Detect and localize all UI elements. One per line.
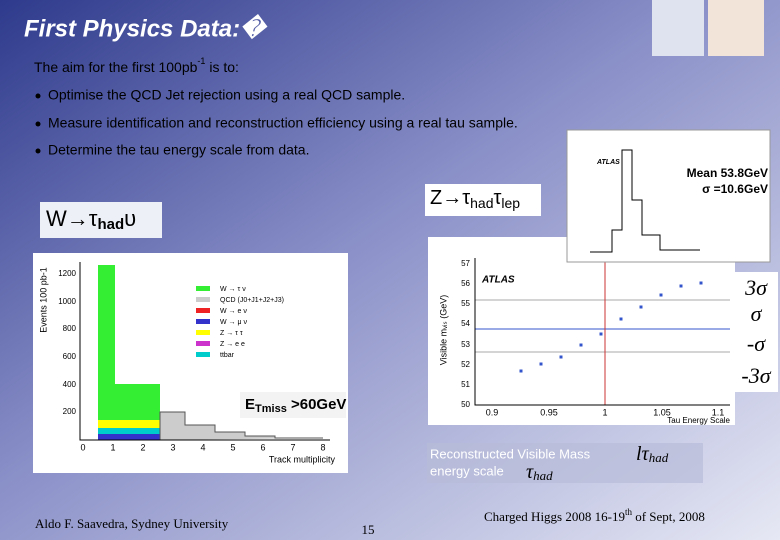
bullet: [35, 148, 41, 154]
footer-event: Charged Higgs 2008 16-19th of Sept, 2008: [484, 507, 705, 524]
bullet: [35, 93, 41, 99]
y-tick-label: 56: [461, 279, 470, 288]
y-tick-label: 55: [461, 299, 470, 308]
legend-entry: Z → τ τ: [220, 330, 243, 337]
y-tick-label: 52: [461, 360, 470, 369]
legend-entry: W → τ ν: [220, 286, 246, 293]
stat: σ =10.6GeV: [702, 182, 768, 196]
stat: Mean 53.8GeV: [687, 166, 768, 180]
mass-plot: Visible mᵥᵢₛ (GeV) ATLAS 57 56 55 54 53 …: [428, 237, 735, 425]
x-axis-label: Tau Energy Scale: [667, 416, 730, 425]
y-tick-label: 1200: [58, 269, 76, 278]
panel: [566, 129, 771, 263]
legend-swatch: [196, 341, 210, 346]
y-tick-label: 400: [63, 380, 77, 389]
label-box: [40, 202, 162, 238]
legend-entry: W → e ν: [220, 308, 247, 315]
points: [519, 281, 703, 373]
legend-swatch: [196, 297, 210, 302]
logo: [708, 0, 764, 56]
inset: ATLAS Mean 53.8GeV σ =10.6GeV: [566, 129, 771, 263]
bar: [159, 411, 323, 440]
footer-author: Aldo F. Saavedra, Sydney University: [35, 516, 229, 531]
math: lτhad: [636, 443, 669, 465]
legend-entry: W → μ ν: [220, 319, 247, 326]
page-number: 15: [362, 522, 375, 537]
x-tick-label: 0.9: [486, 407, 499, 417]
bullet-list: Optimise the QCD Jet rejection using a r…: [35, 87, 518, 158]
caption-box: [427, 443, 703, 483]
y-axis-label: Events 100 pb-1: [38, 267, 48, 333]
x-tick-label: 1.05: [653, 407, 671, 417]
legend-entry: ttbar: [220, 352, 235, 359]
x-tick-label: 1.1: [712, 407, 725, 417]
axis: [79, 262, 330, 441]
caption: Reconstructed Visible Mass: [430, 446, 591, 461]
panel: [428, 237, 735, 425]
legend-swatch: [196, 319, 210, 324]
y-axis-label: Visible mᵥᵢₛ (GeV): [438, 295, 448, 366]
x-tick-label: 4: [200, 442, 205, 452]
x-tick-label: 1: [602, 407, 607, 417]
intro: The aim for the first 100pb-1 is to:: [34, 56, 239, 74]
bullet-text: Measure identification and reconstructio…: [48, 115, 518, 131]
w-label: W→τhadυ: [46, 206, 136, 233]
y-tick-label: 600: [63, 352, 77, 361]
legend-entry: Z → e e: [220, 341, 245, 348]
title: First Physics Data:�: [24, 13, 268, 42]
z-label: Z→τhadτlep: [430, 187, 520, 210]
x-tick-label: 2: [140, 442, 145, 452]
x-axis-label: Track multiplicity: [269, 454, 336, 464]
sigma-label: -σ: [747, 331, 766, 356]
bullet: [35, 121, 41, 127]
y-tick-label: 57: [461, 259, 470, 268]
y-tick-label: 54: [461, 319, 470, 328]
logo: [652, 0, 704, 56]
label-box: [425, 184, 541, 216]
legend-swatch: [196, 308, 210, 313]
axis: [474, 258, 730, 406]
sigma-label: 3σ: [744, 275, 768, 300]
caption: energy scale: [430, 463, 504, 478]
brand: ATLAS: [596, 159, 620, 166]
legend-swatch: [196, 352, 210, 357]
label-box: [734, 272, 778, 392]
met-label: ETmiss >60GeV: [245, 396, 346, 415]
brand: ATLAS: [481, 275, 515, 286]
histogram-panel: Events 100 pb-1 1200 1000 800 600 400 20…: [33, 253, 348, 473]
math: τhad: [526, 461, 553, 483]
bullet-text: Determine the tau energy scale from data…: [48, 142, 309, 158]
bullet-text: Optimise the QCD Jet rejection using a r…: [48, 87, 405, 103]
legend-swatch: [196, 286, 210, 291]
bar: [98, 265, 115, 440]
bar: [98, 434, 160, 440]
sigma-label: -3σ: [741, 363, 771, 388]
legend-entry: QCD (J0+J1+J2+J3): [220, 297, 284, 304]
x-tick-label: 0: [80, 442, 85, 452]
y-tick-label: 51: [461, 380, 470, 389]
x-tick-label: 1: [110, 442, 115, 452]
sigma-label: σ: [751, 301, 763, 326]
x-tick-label: 5: [230, 442, 235, 452]
y-tick-label: 800: [63, 324, 77, 333]
y-tick-label: 53: [461, 340, 470, 349]
legend-swatch: [196, 330, 210, 335]
y-tick-label: 1000: [58, 297, 76, 306]
x-tick-label: 3: [170, 442, 175, 452]
x-tick-label: 0.95: [540, 407, 558, 417]
y-tick-label: 50: [461, 400, 470, 409]
x-tick-label: 8: [320, 442, 325, 452]
x-tick-label: 6: [260, 442, 265, 452]
inset-histogram: [590, 149, 700, 253]
label-box: [240, 392, 346, 418]
y-tick-label: 200: [63, 407, 77, 416]
x-tick-label: 7: [290, 442, 295, 452]
